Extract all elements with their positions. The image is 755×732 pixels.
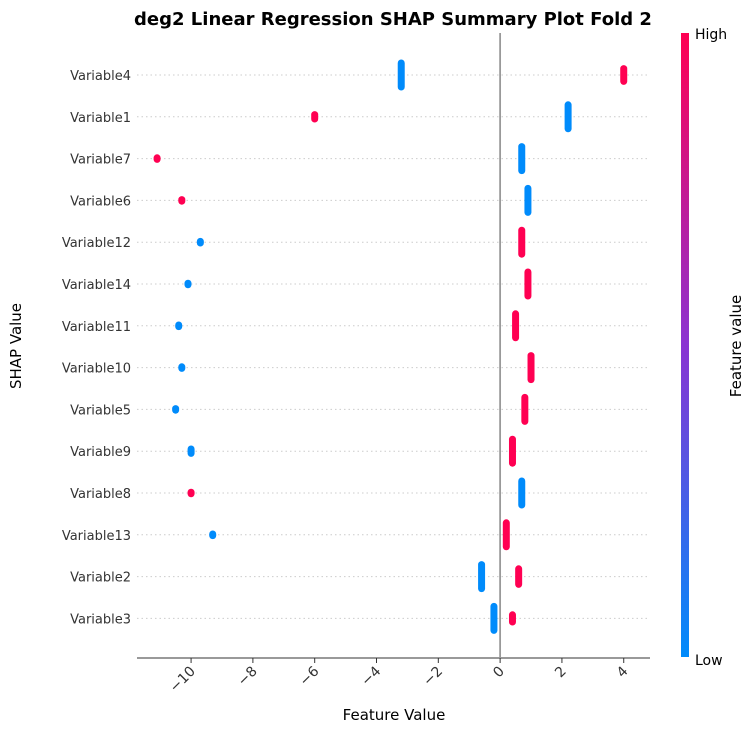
x-tick-label: 2 <box>552 664 570 682</box>
feature-label: Variable6 <box>70 194 131 209</box>
shap-point-cluster <box>178 363 186 372</box>
feature-labels: Variable4 Variable1 Variable7 Variable6 Vari… <box>62 69 131 627</box>
chart-title: deg2 Linear Regression SHAP Summary Plot… <box>134 9 652 30</box>
feature-label: Variable7 <box>70 153 131 168</box>
x-axis-label: Feature Value <box>343 706 446 724</box>
feature-label: Variable2 <box>70 571 131 586</box>
shap-point-cluster <box>184 279 192 289</box>
shap-point-cluster <box>478 561 486 593</box>
feature-label: Variable10 <box>62 362 131 377</box>
x-tick-label: −2 <box>420 664 446 690</box>
shap-point-cluster <box>524 268 532 300</box>
shap-point-cluster <box>153 154 161 163</box>
shap-point-cluster <box>502 519 510 551</box>
shap-point-cluster <box>178 196 186 205</box>
shap-point-cluster <box>527 352 535 384</box>
feature-label: Variable8 <box>70 487 131 502</box>
feature-label: Variable5 <box>70 403 131 418</box>
shap-point-cluster <box>518 143 526 175</box>
feature-label: Variable3 <box>70 612 131 627</box>
shap-point-cluster <box>196 237 204 247</box>
feature-label: Variable13 <box>62 529 131 544</box>
shap-point-cluster <box>490 602 498 634</box>
feature-label: Variable11 <box>62 320 131 335</box>
shap-point-cluster <box>311 111 319 123</box>
shap-point-cluster <box>172 405 180 414</box>
x-tick-label: −10 <box>167 664 199 696</box>
y-axis-label: SHAP Value <box>7 303 25 389</box>
shap-point-cluster <box>512 310 520 342</box>
colorbar-title: Feature value <box>727 295 745 397</box>
colorbar-low-label: Low <box>695 653 723 669</box>
shap-point-cluster <box>508 435 516 467</box>
shap-point-cluster <box>518 226 526 258</box>
shap-point-cluster <box>564 101 572 133</box>
shap-point-cluster <box>187 445 195 457</box>
feature-label: Variable9 <box>70 445 131 460</box>
shap-point-cluster <box>521 393 529 425</box>
shap-point-cluster <box>524 184 532 216</box>
shap-points <box>153 59 628 634</box>
x-tick-label: −8 <box>235 664 261 690</box>
shap-point-cluster <box>187 488 195 498</box>
colorbar <box>681 33 689 657</box>
x-tick-label: 0 <box>490 664 508 682</box>
shap-point-cluster <box>175 321 183 331</box>
feature-label: Variable14 <box>62 278 131 293</box>
x-axis-ticks: −10 −8 −6 −4 −2 0 2 4 <box>167 658 632 696</box>
shap-point-cluster <box>620 65 628 85</box>
feature-label: Variable12 <box>62 236 131 251</box>
feature-label: Variable4 <box>70 69 131 84</box>
x-tick-label: 4 <box>614 663 632 681</box>
shap-point-cluster <box>515 565 523 588</box>
colorbar-high-label: High <box>695 27 727 43</box>
x-tick-label: −6 <box>297 663 323 689</box>
shap-point-cluster <box>518 477 526 509</box>
feature-label: Variable1 <box>70 111 131 126</box>
shap-point-cluster <box>397 59 405 91</box>
x-tick-label: −4 <box>358 663 384 689</box>
row-gridlines <box>137 74 650 619</box>
shap-point-cluster <box>209 530 217 540</box>
shap-point-cluster <box>508 611 516 626</box>
